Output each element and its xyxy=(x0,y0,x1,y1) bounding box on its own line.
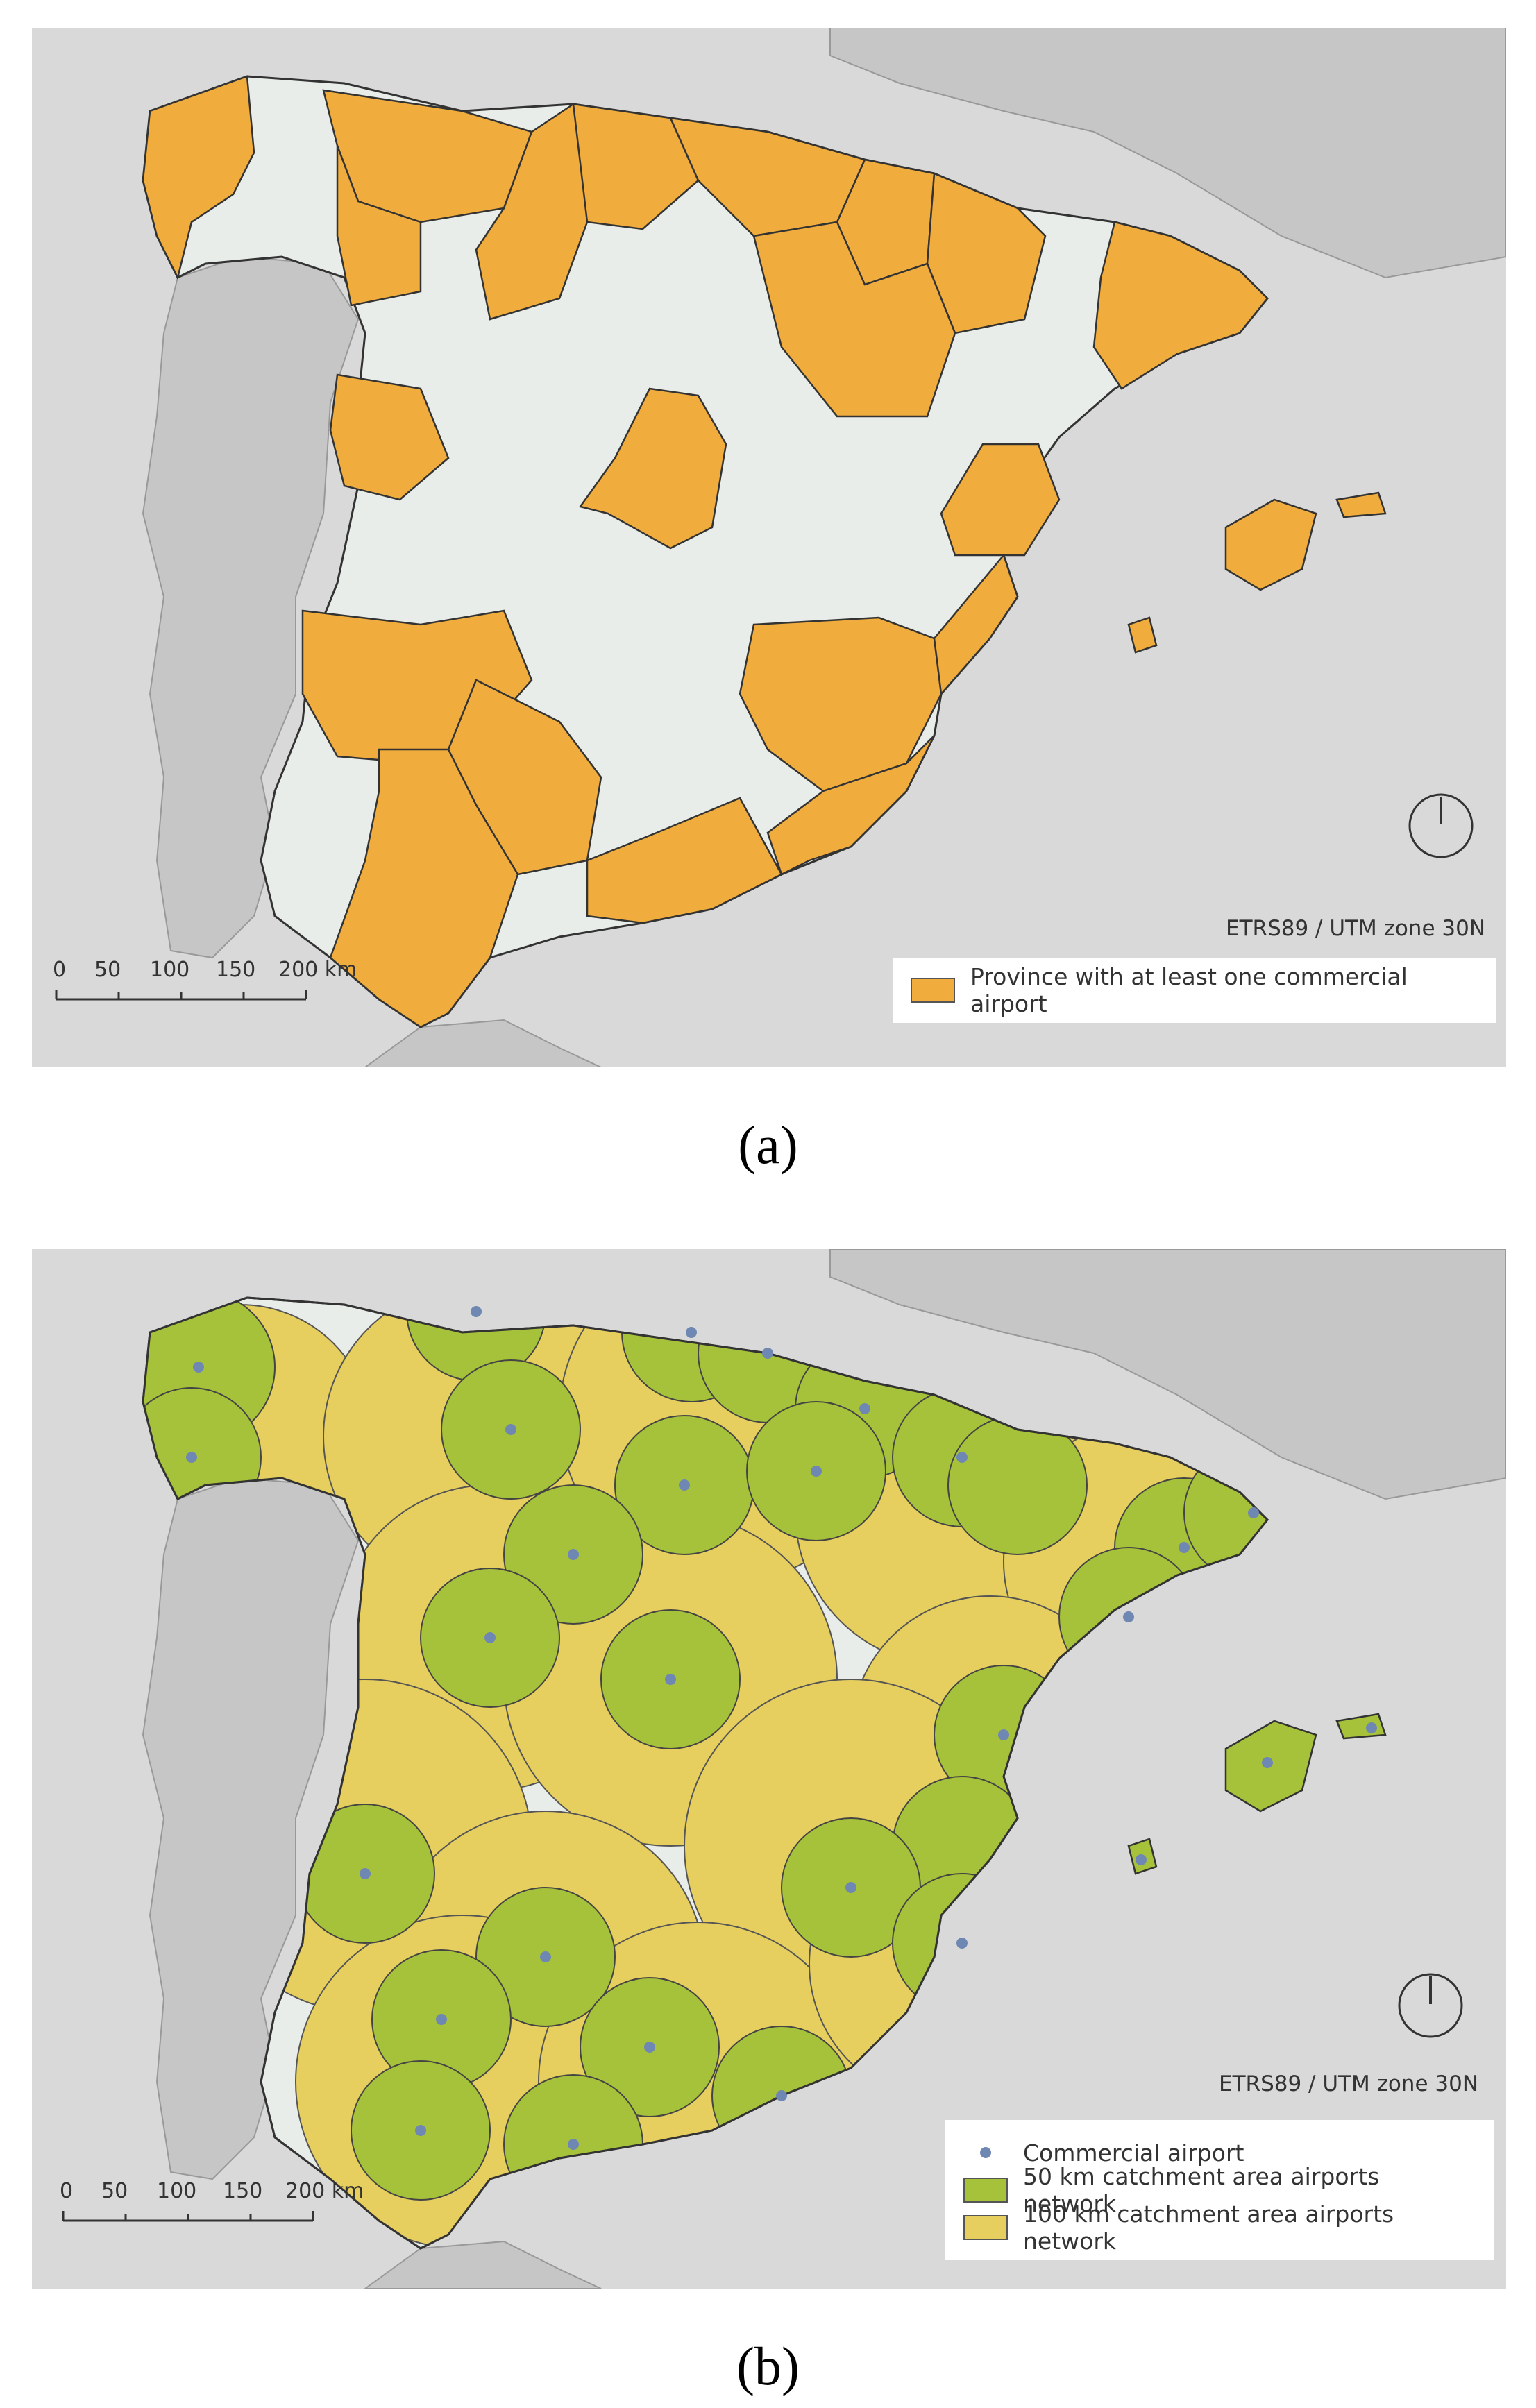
airport-marker xyxy=(505,1424,516,1435)
france-land xyxy=(829,28,1506,279)
north-arrow-a xyxy=(1406,791,1476,860)
scale-bar-a: 0 50 100 150 200 km xyxy=(53,958,358,1012)
airport-provinces xyxy=(142,75,1269,1028)
portugal-land xyxy=(142,255,360,959)
province-granada xyxy=(586,797,783,924)
crs-label-a: ETRS89 / UTM zone 30N xyxy=(1226,916,1486,941)
airport-marker xyxy=(484,1632,496,1643)
scale-tick-label: 100 xyxy=(157,2179,197,2203)
province-alicante xyxy=(933,553,1019,696)
legend-swatch-100km xyxy=(963,2215,1008,2240)
province-burgos xyxy=(475,102,589,321)
airport-marker xyxy=(1366,1722,1377,1733)
legend-label: 50 km catchment area airports network xyxy=(1023,2163,1380,2217)
province-valencia-north xyxy=(940,443,1061,557)
airport-marker xyxy=(193,1362,204,1373)
portugal-land xyxy=(142,1477,360,2180)
airport-marker xyxy=(956,1452,968,1463)
airport-marker xyxy=(776,2090,787,2101)
airport-marker xyxy=(665,1674,676,1685)
province-zaragoza xyxy=(752,221,956,418)
airport-marker xyxy=(1262,1757,1273,1768)
legend-label: 100 km catchment area airports network xyxy=(1023,2201,1394,2255)
airport-marker xyxy=(1179,1542,1190,1553)
legend-swatch-airport xyxy=(963,2147,1008,2158)
island-ibiza xyxy=(1127,616,1158,654)
scale-tick-label: 200 km xyxy=(278,958,357,982)
island-menorca xyxy=(1335,491,1387,518)
airport-marker xyxy=(859,1403,870,1414)
africa-land xyxy=(364,1019,602,1067)
scale-tick-label: 0 xyxy=(53,958,67,982)
airport-marker xyxy=(686,1327,697,1338)
caption-a: (a) xyxy=(738,1114,798,1175)
airport-marker xyxy=(540,1951,551,1962)
map-panel-a: ETRS89 / UTM zone 30N 0 50 100 150 200 k… xyxy=(32,28,1506,1067)
legend-item: Province with at least one commercial ai… xyxy=(911,963,1478,1017)
airport-marker xyxy=(568,1549,579,1560)
province-murcia xyxy=(766,735,936,876)
legend-b: Commercial airport 50 km catchment area … xyxy=(945,2120,1494,2260)
crs-label-b: ETRS89 / UTM zone 30N xyxy=(1219,2071,1479,2096)
province-galicia-north xyxy=(142,75,255,280)
airport-marker xyxy=(1248,1507,1259,1518)
airport-marker xyxy=(436,2014,447,2025)
legend-a: Province with at least one commercial ai… xyxy=(893,958,1496,1023)
spain-mainland-outline xyxy=(142,1296,1269,2250)
island-mallorca xyxy=(1224,498,1317,591)
airports xyxy=(186,1306,1377,2150)
legend-item: Commercial airport xyxy=(963,2134,1476,2171)
map-panel-b: ETRS89 / UTM zone 30N 0 50 100 150 200 k… xyxy=(32,1249,1506,2289)
airport-marker xyxy=(998,1729,1009,1740)
island-menorca xyxy=(1335,1713,1387,1740)
airport-marker xyxy=(679,1479,690,1491)
north-arrow-b xyxy=(1396,1971,1465,2040)
legend-item: 100 km catchment area airports network xyxy=(963,2201,1476,2255)
airport-marker xyxy=(186,1452,197,1463)
province-catalonia xyxy=(1092,221,1269,390)
province-leon xyxy=(336,145,422,307)
province-madrid xyxy=(578,387,727,550)
map-canvas-b xyxy=(142,1249,1506,2289)
scale-tick-label: 0 xyxy=(60,2179,74,2203)
scale-tick-label: 150 xyxy=(223,2179,263,2203)
scale-tick-label: 200 km xyxy=(285,2179,364,2203)
airport-marker xyxy=(1123,1611,1134,1622)
airport-marker xyxy=(415,2125,426,2136)
airport-marker xyxy=(1136,1854,1147,1865)
legend-swatch-airport-province xyxy=(911,978,955,1003)
scale-bar-b: 0 50 100 150 200 km xyxy=(60,2179,365,2233)
airport-marker xyxy=(644,2042,655,2053)
airport-marker xyxy=(471,1306,482,1317)
scale-bar-line xyxy=(55,990,307,1001)
france-land xyxy=(829,1249,1506,1500)
legend-swatch-50km xyxy=(963,2178,1008,2203)
north-arrow-icon xyxy=(1408,793,1474,858)
legend-item: 50 km catchment area airports network xyxy=(963,2163,1476,2217)
africa-land xyxy=(364,2240,602,2289)
airport-marker xyxy=(845,1882,856,1893)
airport-marker xyxy=(568,2139,579,2150)
scale-bar-line xyxy=(62,2211,314,2222)
map-canvas-a xyxy=(142,28,1506,1067)
legend-label: Province with at least one commercial ai… xyxy=(970,963,1408,1017)
airport-marker xyxy=(811,1466,822,1477)
province-sevilla-huelva xyxy=(329,748,519,1028)
legend-label: Commercial airport xyxy=(1023,2139,1244,2167)
caption-b: (b) xyxy=(736,2336,800,2396)
scale-tick-label: 50 xyxy=(94,958,121,982)
airport-marker xyxy=(762,1348,773,1359)
scale-tick-label: 100 xyxy=(150,958,190,982)
north-arrow-icon xyxy=(1398,1973,1463,2038)
scale-tick-label: 150 xyxy=(216,958,256,982)
airport-marker xyxy=(360,1868,371,1879)
scale-tick-label: 50 xyxy=(101,2179,128,2203)
airport-marker xyxy=(956,1938,968,1949)
province-salamanca xyxy=(329,373,450,501)
